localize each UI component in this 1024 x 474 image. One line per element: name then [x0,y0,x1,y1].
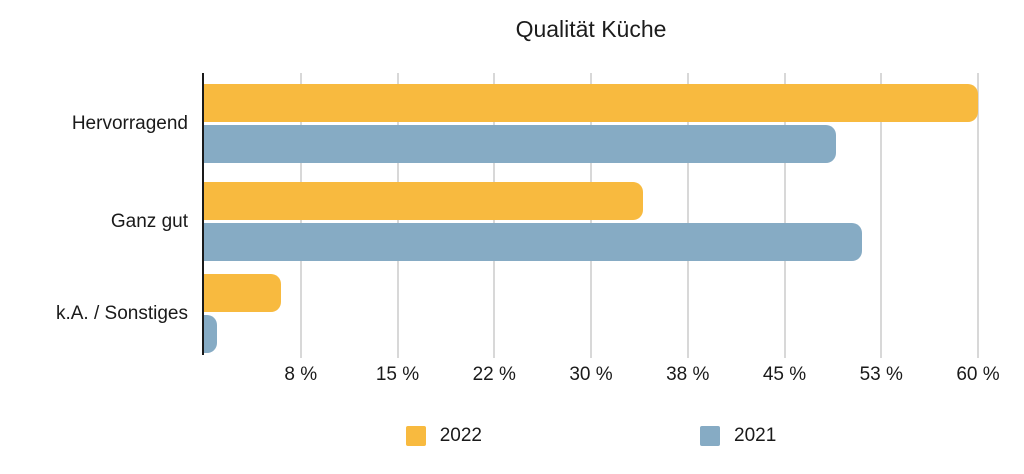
x-tick-label: 53 % [859,364,903,385]
x-tick-label: 15 % [375,364,420,385]
legend-label: 2021 [734,425,777,446]
chart-title: Qualität Küche [515,16,667,42]
bar-2021-0 [204,125,837,163]
category-axis: Hervorragend Ganz gut k.A. / Sonstiges [0,73,188,358]
x-axis-tick-labels: 8 % 15 % 22 % 30 % 38 % 45 % 53 % 60 % [204,364,999,390]
legend-item-2022: 2022 [405,425,482,447]
bar-2021-1 [204,223,862,261]
gridline [783,73,786,358]
legend: 2022 2021 [204,425,978,447]
x-tick-label: 45 % [762,364,807,385]
plot-area [202,73,979,358]
x-tick-label: 30 % [569,364,613,385]
bar-2022-0 [204,84,978,122]
bar-2022-1 [204,182,643,220]
legend-label: 2022 [439,425,482,446]
x-tick-label: 8 % [284,364,318,385]
y-axis-line [202,73,204,355]
gridline [880,73,883,358]
x-tick-label: 22 % [472,364,516,385]
bar-2021-2 [204,315,217,353]
gridline [686,73,689,358]
category-label: Hervorragend [71,112,188,134]
legend-item-2021: 2021 [700,425,776,447]
legend-swatch-icon [700,426,720,446]
gridline [977,73,979,358]
bar-2022-2 [204,274,282,312]
category-label: Ganz gut [110,210,188,232]
legend-swatch-icon [405,426,426,446]
x-tick-label: 38 % [666,364,710,385]
x-tick-label: 60 % [956,364,1000,385]
category-label: k.A. / Sonstiges [55,302,188,324]
